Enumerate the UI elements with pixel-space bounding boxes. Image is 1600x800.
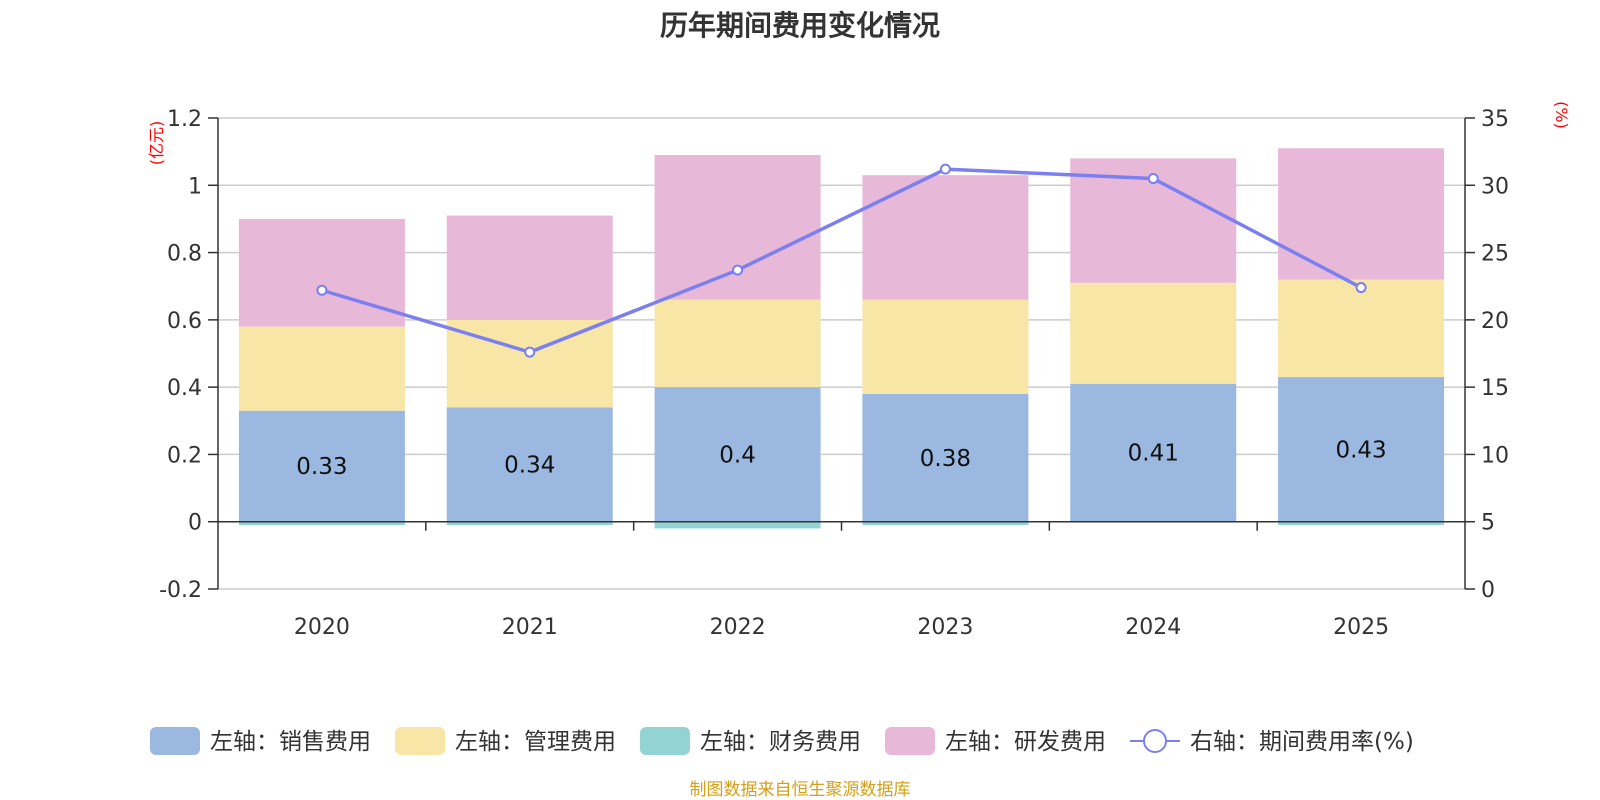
left-tick-label: 0.4 (167, 376, 202, 401)
bar-segment (654, 299, 821, 388)
bar-segment (862, 393, 1029, 522)
legend-swatch (885, 727, 935, 755)
legend-swatch (395, 727, 445, 755)
left-tick-label: 0 (188, 511, 202, 536)
left-tick-label: -0.2 (159, 578, 202, 603)
bar-segment (654, 521, 821, 529)
right-tick-label: 20 (1481, 309, 1509, 334)
left-tick-label: 0.6 (167, 309, 202, 334)
x-tick-label: 2024 (1125, 615, 1181, 640)
left-tick-label: 1.2 (167, 107, 202, 132)
bar-segment (1278, 148, 1445, 280)
bar-segment (238, 410, 405, 522)
legend-label: 左轴：销售费用 (210, 729, 371, 755)
bar-segment (238, 218, 405, 327)
chart-title: 历年期间费用变化情况 (659, 9, 940, 42)
bar-segment (862, 175, 1029, 300)
legend-marker (1143, 729, 1167, 753)
bar-segment (1070, 383, 1237, 522)
left-axis-unit: (亿元) (147, 121, 166, 166)
x-tick-label: 2020 (294, 615, 350, 640)
bar-segment (654, 155, 821, 300)
bar-segment (238, 326, 405, 411)
right-tick-label: 30 (1481, 174, 1509, 199)
bar-segment (446, 407, 613, 522)
bar-segment (862, 521, 1029, 526)
right-axis-unit: (%) (1552, 101, 1571, 129)
left-tick-label: 0.2 (167, 443, 202, 468)
source-note: 制图数据来自恒生聚源数据库 (689, 780, 911, 800)
rate-point (524, 346, 536, 358)
bar-segment (446, 521, 613, 526)
data-label: 0.41 (1128, 441, 1179, 467)
rate-line (321, 167, 1362, 355)
left-tick-label: 0.8 (167, 242, 202, 267)
rate-point (316, 284, 328, 296)
bar-segment (238, 521, 405, 526)
right-tick-label: 0 (1481, 578, 1495, 603)
legend-label: 左轴：研发费用 (945, 729, 1106, 755)
rate-point (1355, 282, 1367, 294)
legend-label: 左轴：管理费用 (455, 729, 616, 755)
x-tick-label: 2022 (710, 615, 766, 640)
x-tick-label: 2023 (917, 615, 973, 640)
x-tick-label: 2021 (502, 615, 558, 640)
legend-swatch (150, 727, 200, 755)
right-tick-label: 10 (1481, 443, 1509, 468)
bar-segment (1278, 279, 1445, 378)
bar-segment (654, 387, 821, 522)
bar-segment (1278, 521, 1445, 526)
rate-point (939, 163, 951, 175)
bar-segment (446, 319, 613, 408)
right-tick-label: 35 (1481, 107, 1509, 132)
legend-swatch (640, 727, 690, 755)
rate-point (732, 264, 744, 276)
right-tick-label: 5 (1481, 511, 1495, 536)
data-label: 0.43 (1335, 437, 1386, 463)
bar-segment (862, 299, 1029, 394)
right-tick-label: 25 (1481, 242, 1509, 267)
left-tick-label: 1 (188, 174, 202, 199)
data-label: 0.4 (719, 442, 756, 468)
legend-label: 左轴：财务费用 (700, 729, 861, 755)
rate-point (1147, 173, 1159, 185)
legend-label: 右轴：期间费用率(%) (1190, 729, 1414, 755)
x-tick-label: 2025 (1333, 615, 1389, 640)
data-label: 0.34 (504, 453, 555, 479)
bar-segment (1278, 377, 1445, 522)
data-label: 0.38 (920, 446, 971, 472)
right-tick-label: 15 (1481, 376, 1509, 401)
bar-segment (446, 215, 613, 320)
bar-segment (1070, 282, 1237, 384)
data-label: 0.33 (296, 454, 347, 480)
